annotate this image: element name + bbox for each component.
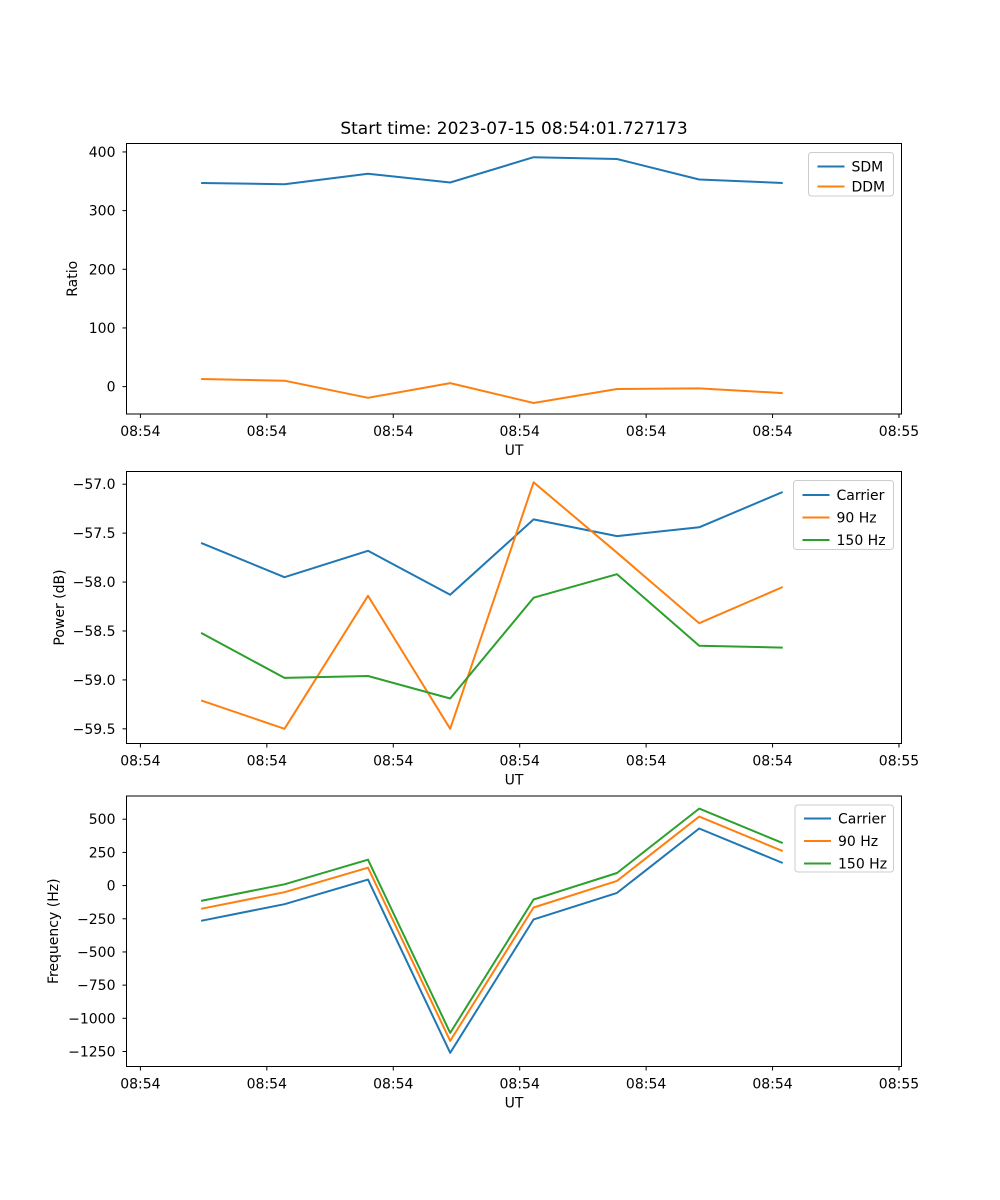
y-tick-label: −58.0	[73, 575, 116, 591]
y-tick-label: −1000	[68, 1011, 115, 1027]
x-tick-label: 08:54	[373, 1077, 413, 1093]
legend: Carrier 90 Hz 150 Hz	[794, 804, 894, 873]
x-tick-label: 08:54	[120, 1077, 160, 1093]
y-tick-label: −58.5	[73, 624, 116, 640]
y-tick-label: −250	[77, 912, 115, 928]
axes-frame	[126, 143, 902, 415]
x-tick-label: 08:54	[373, 754, 413, 770]
y-tick-label: −500	[77, 945, 115, 961]
y-tick-label: 500	[89, 812, 116, 828]
y-tick-label: 300	[89, 204, 116, 220]
legend-label: 150 Hz	[838, 857, 887, 873]
legend: SDM DDM	[808, 152, 894, 197]
series-line-150-hz	[200, 573, 783, 700]
x-tick-label: 08:54	[120, 424, 160, 440]
y-tick-label: 400	[89, 145, 116, 161]
y-tick-label: −57.0	[73, 477, 116, 493]
series-line-150-hz	[200, 807, 784, 1034]
y-tick-label: 250	[89, 845, 116, 861]
y-tick-label: −59.0	[73, 673, 116, 689]
legend-box	[808, 152, 894, 197]
x-tick-label: 08:54	[626, 754, 666, 770]
x-tick-label: 08:54	[626, 424, 666, 440]
series-line-carrier	[200, 827, 784, 1054]
series-line-90-hz	[200, 481, 784, 730]
x-tick-label: 08:54	[500, 754, 540, 770]
x-tick-label: 08:54	[626, 1077, 666, 1093]
y-tick-label: −750	[77, 978, 115, 994]
series-line-90-hz	[200, 815, 784, 1042]
x-tick-label: 08:55	[879, 754, 919, 770]
legend-label: Carrier	[838, 812, 886, 828]
x-axis-label: UT	[505, 773, 524, 789]
subplot-1: 08:54 08:54 08:54 08:54 08:54 08:54 08:55 0 100 2…	[65, 143, 919, 459]
legend-box	[793, 480, 894, 550]
y-tick-label: 200	[89, 262, 116, 278]
legend-label: SDM	[852, 160, 884, 176]
x-tick-label: 08:54	[247, 1077, 287, 1093]
x-tick-label: 08:54	[752, 424, 792, 440]
x-tick-label: 08:55	[879, 424, 919, 440]
x-axis-label: UT	[505, 1096, 524, 1112]
legend-box	[794, 804, 894, 873]
x-tick-label: 08:55	[879, 1077, 919, 1093]
legend: Carrier 90 Hz 150 Hz	[793, 480, 894, 550]
y-tick-label: 0	[107, 380, 116, 396]
subplot-2: 08:54 08:54 08:54 08:54 08:54 08:54 08:55 −57.0…	[52, 471, 919, 789]
legend-label: Carrier	[837, 488, 885, 504]
x-tick-label: 08:54	[752, 754, 792, 770]
legend-label: 90 Hz	[837, 511, 877, 527]
y-tick-label: −59.5	[73, 722, 116, 738]
y-tick-label: 100	[89, 321, 116, 337]
x-tick-label: 08:54	[120, 754, 160, 770]
y-tick-label: −57.5	[73, 526, 116, 542]
series-line-ddm	[201, 378, 783, 404]
legend-label: 150 Hz	[837, 533, 886, 549]
x-tick-label: 08:54	[500, 424, 540, 440]
y-tick-label: 0	[107, 879, 116, 895]
axes-frame	[126, 471, 902, 744]
y-axis-label: Ratio	[65, 261, 81, 297]
legend-label: 90 Hz	[838, 834, 878, 850]
x-tick-label: 08:54	[247, 424, 287, 440]
x-tick-label: 08:54	[373, 424, 413, 440]
series-line-sdm	[201, 156, 783, 186]
x-tick-label: 08:54	[247, 754, 287, 770]
subplot-3: 08:54 08:54 08:54 08:54 08:54 08:54 08:55 500 25…	[46, 795, 919, 1112]
x-axis-label: UT	[505, 443, 524, 459]
x-tick-label: 08:54	[752, 1077, 792, 1093]
series-line-carrier	[200, 491, 784, 596]
figure-title: Start time: 2023-07-15 08:54:01.727173	[340, 119, 688, 139]
axes-frame	[126, 795, 902, 1067]
y-axis-label: Frequency (Hz)	[46, 878, 62, 984]
legend-label: DDM	[852, 180, 886, 196]
y-axis-label: Power (dB)	[52, 569, 68, 645]
x-tick-label: 08:54	[500, 1077, 540, 1093]
y-tick-label: −1250	[68, 1045, 115, 1061]
